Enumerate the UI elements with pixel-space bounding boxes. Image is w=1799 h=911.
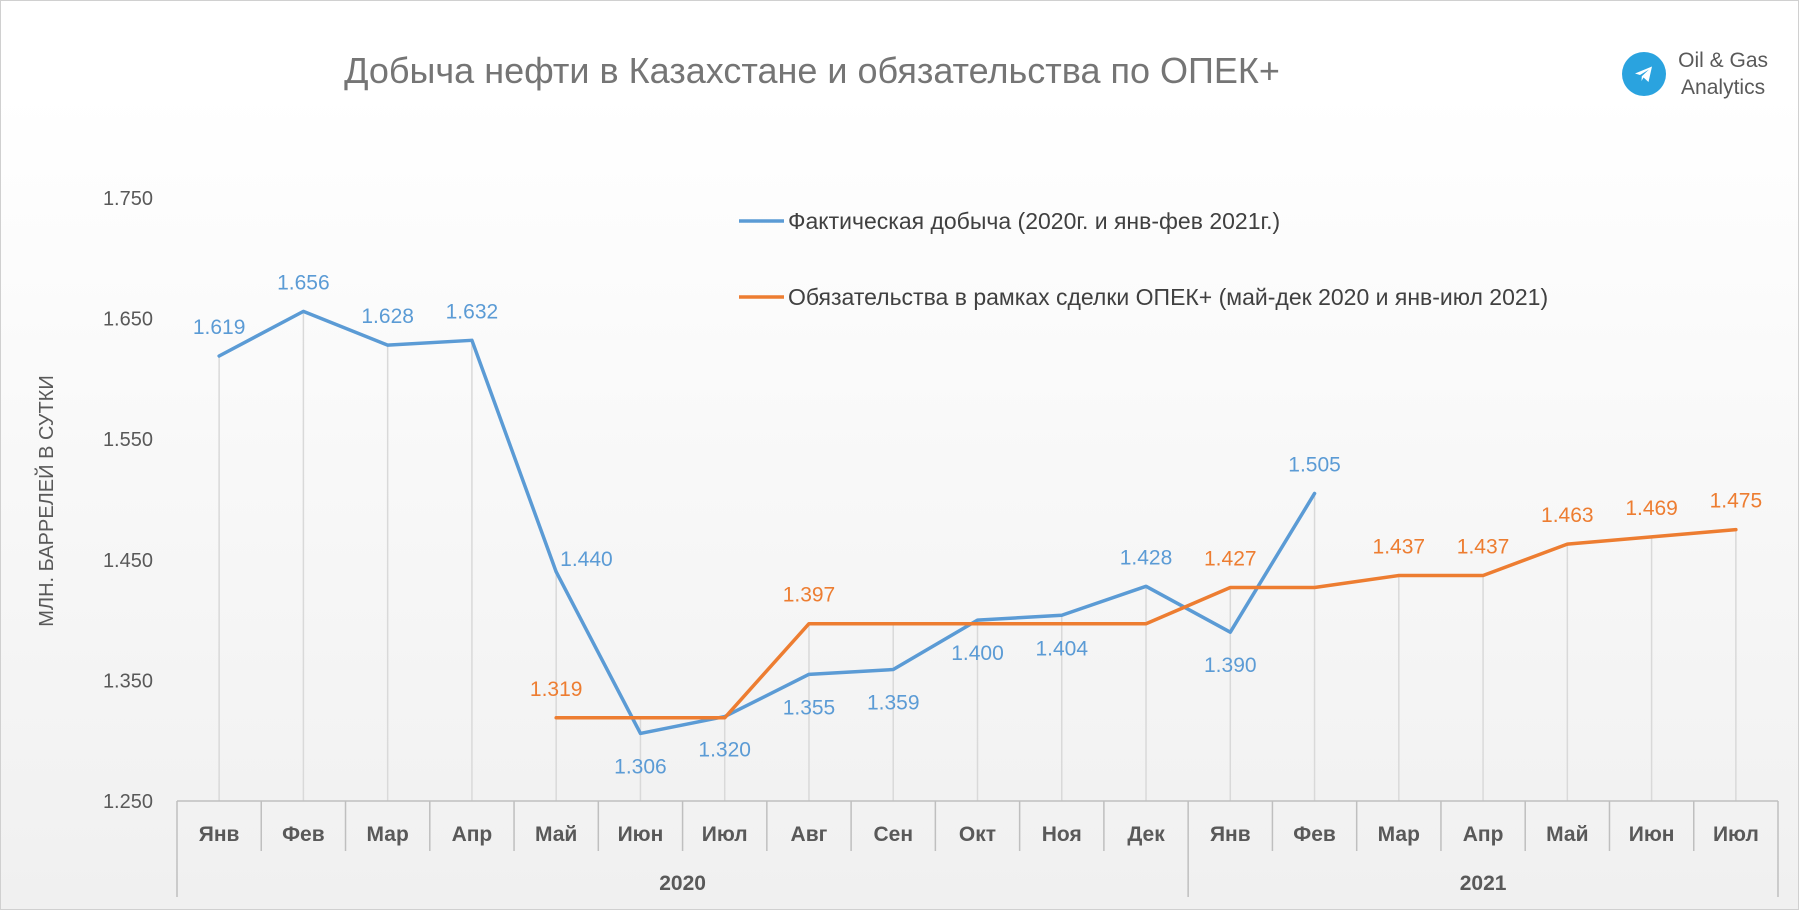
data-label-1: 1.400 (951, 642, 1004, 665)
x-tick-label: Мар (1378, 823, 1420, 846)
y-tick-label: 1.350 (103, 670, 153, 692)
data-label-1: 1.390 (1204, 654, 1257, 677)
data-label-2: 1.463 (1541, 504, 1594, 527)
x-tick-label: Фев (1293, 823, 1336, 846)
group-label: 2021 (1460, 872, 1507, 895)
data-label-1: 1.656 (277, 271, 330, 294)
x-tick-label: Июл (702, 823, 748, 846)
series-line-1 (217, 309, 1317, 736)
legend-label-1: Фактическая добыча (2020г. и янв-фев 202… (788, 208, 1280, 234)
x-tick-label: Окт (959, 823, 996, 846)
x-tick-label: Апр (452, 823, 493, 846)
x-tick-label: Июл (1713, 823, 1759, 846)
data-label-1: 1.306 (614, 755, 667, 778)
x-tick-label: Июн (618, 823, 664, 846)
data-label-2: 1.469 (1625, 497, 1678, 520)
data-label-1: 1.355 (783, 696, 836, 719)
x-tick-label: Янв (1210, 823, 1251, 846)
brand-line-2: Analytics (1681, 76, 1766, 99)
chart-title: Добыча нефти в Казахстане и обязательств… (344, 50, 1280, 91)
x-tick-label: Авг (791, 823, 828, 846)
x-tick-label: Май (1546, 823, 1588, 846)
group-label: 2020 (659, 872, 706, 895)
x-tick-label: Ноя (1042, 823, 1082, 846)
brand-name: Oil & Gas Analytics (1678, 47, 1768, 101)
data-label-1: 1.628 (361, 305, 414, 328)
data-label-2: 1.437 (1457, 535, 1510, 558)
x-tick-label: Фев (282, 823, 325, 846)
y-tick-label: 1.450 (103, 550, 153, 572)
data-label-1: 1.359 (867, 692, 920, 715)
data-label-1: 1.619 (193, 316, 246, 339)
y-tick-label: 1.650 (103, 309, 153, 331)
data-label-2: 1.319 (530, 678, 583, 701)
data-label-2: 1.437 (1373, 535, 1426, 558)
y-tick-label: 1.250 (103, 791, 153, 813)
data-label-1: 1.632 (446, 300, 499, 323)
x-tick-label: Апр (1463, 823, 1504, 846)
x-tick-label: Май (535, 823, 577, 846)
y-axis-label: МЛН. БАРРЕЛЕЙ В СУТКИ (34, 375, 58, 626)
data-label-1: 1.428 (1120, 546, 1173, 569)
y-tick-label: 1.550 (103, 429, 153, 451)
data-label-1: 1.440 (560, 548, 613, 571)
telegram-icon (1622, 52, 1667, 96)
x-tick-label: Сен (873, 823, 913, 846)
data-label-1: 1.404 (1035, 637, 1088, 660)
y-tick-label: 1.750 (103, 188, 153, 210)
data-label-1: 1.320 (698, 739, 751, 762)
data-label-2: 1.397 (783, 584, 836, 607)
data-label-1: 1.505 (1288, 453, 1341, 476)
data-label-2: 1.427 (1204, 548, 1257, 571)
series-line-2 (554, 527, 1738, 720)
legend-label-2: Обязательства в рамках сделки ОПЕК+ (май… (788, 284, 1548, 310)
x-tick-label: Мар (367, 823, 409, 846)
x-tick-label: Янв (199, 823, 240, 846)
x-tick-label: Июн (1629, 823, 1675, 846)
data-label-2: 1.475 (1710, 490, 1763, 513)
x-tick-label: Дек (1127, 823, 1165, 846)
brand-badge[interactable]: Oil & Gas Analytics (1622, 47, 1768, 101)
brand-line-1: Oil & Gas (1678, 49, 1768, 72)
